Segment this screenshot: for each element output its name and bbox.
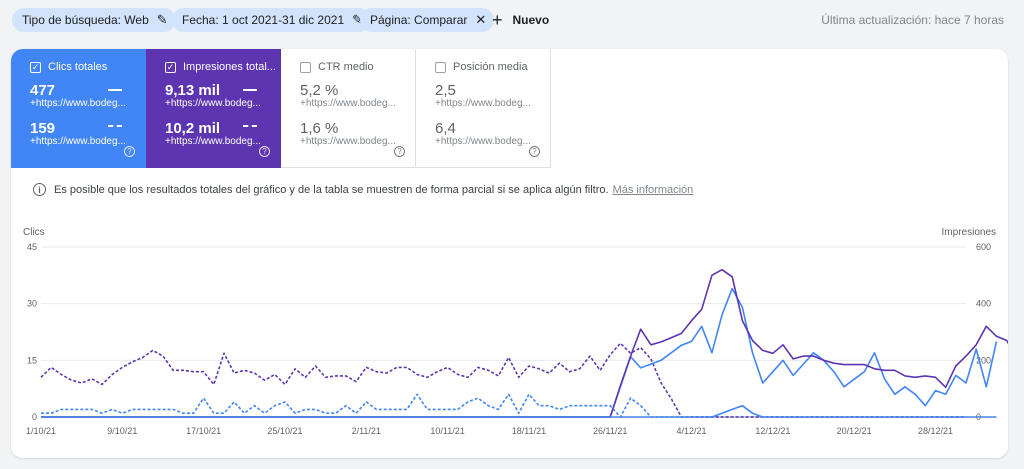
- y-axis-title: Clics: [23, 227, 45, 238]
- plus-icon: +: [492, 10, 503, 30]
- x-tick-label: 17/10/21: [186, 426, 221, 436]
- metric-value-primary: 477: [30, 81, 56, 99]
- pencil-icon[interactable]: ✎: [352, 12, 364, 27]
- metric-value-primary: 9,13 mil: [165, 81, 221, 99]
- metric-title: Impresiones total...: [183, 61, 276, 73]
- last-update-text: Última actualización: hace 7 horas: [821, 13, 1004, 27]
- y-tick-label: 30: [27, 299, 37, 309]
- x-tick-label: 20/12/21: [837, 426, 872, 436]
- y-tick-label: 15: [27, 355, 37, 365]
- metric-subtitle: +https://www.bodeg...: [435, 136, 531, 147]
- performance-chart[interactable]: Clics Impresiones015304502004006001/10/21…: [11, 219, 1008, 458]
- filter-chip-label: Fecha: 1 oct 2021-31 dic 2021: [182, 13, 345, 27]
- help-icon[interactable]: ?: [259, 146, 270, 157]
- checkbox-unchecked-icon[interactable]: [300, 61, 311, 73]
- y2-axis-title: Impresiones: [942, 227, 996, 238]
- metric-value-compare: 159: [30, 119, 56, 137]
- metric-subtitle: +https://www.bodeg...: [300, 98, 396, 109]
- series-line-1: [40, 342, 966, 418]
- x-tick-label: 18/11/21: [512, 426, 546, 436]
- filter-chip-label: Página: Comparar: [370, 13, 468, 27]
- metric-subtitle: +https://www.bodeg...: [30, 98, 126, 109]
- y2-tick-label: 600: [976, 242, 991, 252]
- solid-line-legend-icon: [108, 89, 122, 91]
- partial-data-notice: i Es posible que los resultados totales …: [33, 183, 693, 196]
- filter-chip-date[interactable]: Fecha: 1 oct 2021-31 dic 2021 ✎: [172, 8, 372, 32]
- metric-title: Posición media: [453, 61, 528, 73]
- y-tick-label: 45: [27, 242, 37, 252]
- pencil-icon[interactable]: ✎: [156, 12, 168, 27]
- metric-total-clicks[interactable]: ✓ Clics totales 477 +https://www.bodeg..…: [11, 49, 146, 168]
- solid-line-legend-icon: [243, 89, 257, 91]
- x-tick-label: 4/12/21: [677, 426, 707, 436]
- metric-subtitle: +https://www.bodeg...: [165, 136, 261, 147]
- filter-chip-search-type[interactable]: Tipo de búsqueda: Web ✎: [12, 8, 176, 32]
- checkbox-checked-icon[interactable]: ✓: [30, 61, 41, 73]
- x-tick-label: 10/11/21: [430, 426, 464, 436]
- metric-subtitle: +https://www.bodeg...: [30, 136, 126, 147]
- series-line-4: [41, 404, 997, 418]
- checkbox-unchecked-icon[interactable]: [435, 61, 446, 73]
- x-tick-label: 1/10/21: [26, 426, 56, 436]
- metric-title: Clics totales: [48, 61, 108, 73]
- metric-average-position[interactable]: Posición media 2,5 +https://www.bodeg...…: [416, 49, 551, 168]
- metric-value-compare: 10,2 mil: [165, 119, 221, 137]
- metric-total-impressions[interactable]: ✓ Impresiones total... 9,13 mil +https:/…: [146, 49, 281, 168]
- metric-value-compare: 6,4: [435, 119, 456, 137]
- filter-bar: Tipo de búsqueda: Web ✎ Fecha: 1 oct 202…: [0, 0, 1024, 40]
- metric-tabs: ✓ Clics totales 477 +https://www.bodeg..…: [11, 49, 551, 168]
- notice-text: Es posible que los resultados totales de…: [54, 183, 609, 196]
- help-icon[interactable]: ?: [124, 146, 135, 157]
- metric-value-primary: 5,2 %: [300, 81, 339, 99]
- x-tick-label: 25/10/21: [267, 426, 302, 436]
- checkbox-checked-icon[interactable]: ✓: [165, 61, 176, 73]
- new-filter-label: Nuevo: [512, 13, 550, 27]
- x-tick-label: 9/10/21: [107, 426, 137, 436]
- x-tick-label: 2/11/21: [352, 426, 381, 436]
- metric-subtitle: +https://www.bodeg...: [165, 98, 261, 109]
- help-icon[interactable]: ?: [529, 146, 540, 157]
- metric-average-ctr[interactable]: CTR medio 5,2 % +https://www.bodeg... 1,…: [281, 49, 416, 168]
- filter-chip-page[interactable]: Página: Comparar ✕: [360, 8, 495, 32]
- y-tick-label: 0: [32, 412, 37, 422]
- learn-more-link[interactable]: Más información: [612, 183, 694, 196]
- metric-value-compare: 1,6 %: [300, 119, 339, 137]
- performance-card: ✓ Clics totales 477 +https://www.bodeg..…: [11, 49, 1008, 458]
- series-line-2: [41, 287, 998, 418]
- info-icon: i: [33, 183, 46, 196]
- metric-title: CTR medio: [318, 61, 374, 73]
- x-tick-label: 28/12/21: [918, 426, 953, 436]
- filter-chip-label: Tipo de búsqueda: Web: [22, 13, 149, 27]
- metric-value-primary: 2,5: [435, 81, 456, 99]
- series-line-0: [41, 393, 966, 418]
- y2-tick-label: 400: [976, 299, 991, 309]
- series-line-3: [41, 268, 1008, 418]
- x-tick-label: 12/12/21: [755, 426, 790, 436]
- dashed-line-legend-icon: [243, 125, 257, 127]
- new-filter-button[interactable]: + Nuevo: [492, 8, 549, 32]
- y2-tick-label: 200: [976, 355, 991, 365]
- close-icon[interactable]: ✕: [475, 12, 487, 27]
- metric-subtitle: +https://www.bodeg...: [435, 98, 531, 109]
- metric-subtitle: +https://www.bodeg...: [300, 136, 396, 147]
- dashed-line-legend-icon: [108, 125, 122, 127]
- help-icon[interactable]: ?: [394, 146, 405, 157]
- x-tick-label: 26/11/21: [593, 426, 627, 436]
